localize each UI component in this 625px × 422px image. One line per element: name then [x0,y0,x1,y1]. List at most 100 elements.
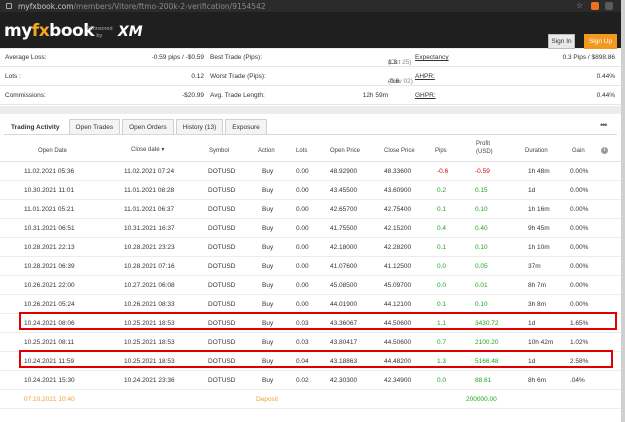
table-row[interactable]: 10.24.2021 15:30 10.24.2021 23:36 DOTUSD Bu… [0,371,621,390]
col-profit[interactable]: Profit [476,141,491,147]
col-gain[interactable]: Gain [572,148,585,154]
cell-dur: 8h 6m [528,377,547,384]
tab-exposure[interactable]: Exposure [225,119,267,134]
cell-pips: 0.1 [437,301,447,308]
deposit-label: Deposit [256,396,279,403]
cell-action: Buy [262,358,274,365]
sign-up-button[interactable]: Sign Up [584,34,617,49]
stat-value: -0.6 [388,78,400,85]
table-row[interactable]: 11.02.2021 05:36 11.02.2021 07:24 DOTUSD Bu… [0,162,621,181]
cell-open: 10.26.2021 22:00 [24,282,75,289]
cell-cp: 41.12500 [384,263,412,270]
tab-trading-activity[interactable]: Trading Activity [4,119,67,134]
cell-dur: 1d [528,320,536,327]
deposit-row[interactable]: 07.10.2021 10:40 Deposit 200000.00 [0,390,621,409]
cell-action: Buy [262,187,274,194]
expectancy-link[interactable]: Expectancy [415,54,449,61]
cell-close: 10.25.2021 18:53 [124,320,175,327]
stat-label: Worst Trade (Pips): [210,73,266,80]
cell-symbol: DOTUSD [208,358,236,365]
stat-value: 1.3 [388,59,398,66]
cell-cp: 42.34900 [384,377,412,384]
tab-history[interactable]: History (13) [175,119,224,134]
tab-bar: Trading Activity Open Trades Open Orders… [4,119,269,134]
cell-cp: 44.50600 [384,320,412,327]
url-text[interactable]: myfxbook.com/members/Vitore/ftmo-200k-2-… [18,2,266,11]
cell-close: 10.27.2021 06:08 [124,282,175,289]
col-close-price[interactable]: Close Price [384,148,415,154]
table-row[interactable]: 10.24.2021 11:59 10.25.2021 18:53 DOTUSD Bu… [0,352,621,371]
cell-profit: 0.10 [475,206,488,213]
col-open-date[interactable]: Open Date [38,148,68,154]
table-row[interactable]: 10.24.2021 08:06 10.25.2021 18:53 DOTUSD Bu… [0,314,621,333]
sign-in-button[interactable]: Sign In [548,34,575,49]
cell-gain: 2.58% [570,358,589,365]
browser-address-bar[interactable]: myfxbook.com/members/Vitore/ftmo-200k-2-… [0,0,625,12]
ghpr-link[interactable]: GHPR: [415,92,436,99]
cell-close: 10.25.2021 18:53 [124,358,175,365]
cell-gain: 1.65% [570,320,589,327]
stat-label: Average Loss: [5,54,47,61]
stat-value: 0.3 Pips / $898.86 [562,54,615,61]
cell-open: 11.02.2021 05:36 [24,168,75,175]
tab-open-trades[interactable]: Open Trades [68,119,121,134]
col-pips[interactable]: Pips [435,148,447,154]
cell-cp: 44.48200 [384,358,412,365]
cell-dur: 1h 16m [528,206,550,213]
col-open-price[interactable]: Open Price [330,148,361,154]
lock-icon [6,3,12,9]
cell-dur: 9h 45m [528,225,550,232]
ahpr-link[interactable]: AHPR: [415,73,435,80]
cell-op: 41.75500 [330,225,358,232]
table-row[interactable]: 10.28.2021 06:39 10.28.2021 07:16 DOTUSD Bu… [0,257,621,276]
cell-lots: 0.00 [296,263,309,270]
table-row[interactable]: 10.28.2021 22:13 10.28.2021 23:23 DOTUSD Bu… [0,238,621,257]
cell-pips: 0.0 [437,263,447,270]
cell-lots: 0.00 [296,244,309,251]
stat-value: 0.44% [596,73,615,80]
table-row[interactable]: 10.31.2021 06:51 10.31.2021 16:37 DOTUSD Bu… [0,219,621,238]
sponsored-by-text: Sponsored by [86,26,113,40]
myfxbook-logo[interactable]: myfxbook [4,21,95,41]
cell-dur: 3h 8m [528,301,547,308]
table-row[interactable]: 10.30.2021 11:01 11.01.2021 08:28 DOTUSD Bu… [0,181,621,200]
stat-label: Best Trade (Pips): [210,54,263,61]
cell-symbol: DOTUSD [208,282,236,289]
brave-rewards-icon[interactable] [605,2,613,10]
table-row[interactable]: 10.26.2021 22:00 10.27.2021 06:08 DOTUSD Bu… [0,276,621,295]
cell-cp: 44.12100 [384,301,412,308]
info-icon[interactable]: i [601,147,608,154]
brave-shield-icon[interactable] [591,2,599,10]
more-options-icon[interactable]: ••• [600,120,608,130]
xm-logo[interactable]: XM [118,24,143,40]
col-duration[interactable]: Duration [525,148,548,154]
cell-pips: 1.1 [437,320,447,327]
cell-close: 11.01.2021 08:28 [124,187,175,194]
cell-action: Buy [262,377,274,384]
cell-dur: 8h 7m [528,282,547,289]
cell-pips: 1.3 [437,358,447,365]
col-action[interactable]: Action [258,148,275,154]
cell-gain: 0.00% [570,168,589,175]
stat-value: 0.12 [191,73,204,80]
cell-dur: 37m [528,263,541,270]
sponsored-line1: Sponsored [86,26,113,32]
col-close-date[interactable]: Close date ▾ [131,147,165,153]
cell-profit: 5166.48 [475,358,499,365]
site-header: myfxbook Sponsored by XM Sign In Sign Up [0,12,625,49]
cell-dur: 10h 42m [528,339,554,346]
cell-open: 10.24.2021 15:30 [24,377,75,384]
cell-lots: 0.00 [296,187,309,194]
col-symbol[interactable]: Symbol [209,148,230,154]
cell-profit: 0.05 [475,263,488,270]
cell-symbol: DOTUSD [208,301,236,308]
cell-gain: 1.02% [570,339,589,346]
tab-open-orders[interactable]: Open Orders [122,119,174,134]
scrollbar[interactable] [621,0,625,422]
col-lots[interactable]: Lots [296,148,308,154]
cell-op: 45.08500 [330,282,358,289]
cell-cp: 48.33600 [384,168,412,175]
bookmark-star-icon[interactable]: ☆ [576,1,584,10]
stat-value: 12h 59m [362,92,388,99]
table-row[interactable]: 11.01.2021 05:21 11.01.2021 06:37 DOTUSD Bu… [0,200,621,219]
